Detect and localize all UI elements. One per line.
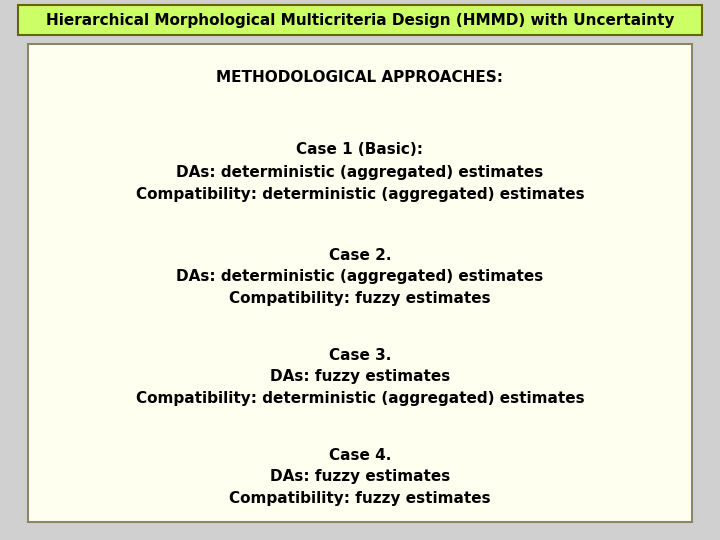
- Text: Case 3.: Case 3.: [329, 348, 391, 362]
- Text: Case 4.: Case 4.: [329, 448, 391, 462]
- Text: DAs: fuzzy estimates: DAs: fuzzy estimates: [270, 369, 450, 384]
- Text: Compatibility: deterministic (aggregated) estimates: Compatibility: deterministic (aggregated…: [135, 186, 585, 201]
- Text: Hierarchical Morphological Multicriteria Design (HMMD) with Uncertainty: Hierarchical Morphological Multicriteria…: [46, 12, 674, 28]
- Text: DAs: deterministic (aggregated) estimates: DAs: deterministic (aggregated) estimate…: [176, 165, 544, 179]
- Text: Compatibility: deterministic (aggregated) estimates: Compatibility: deterministic (aggregated…: [135, 392, 585, 407]
- Text: METHODOLOGICAL APPROACHES:: METHODOLOGICAL APPROACHES:: [217, 71, 503, 85]
- Text: DAs: deterministic (aggregated) estimates: DAs: deterministic (aggregated) estimate…: [176, 269, 544, 285]
- Text: Compatibility: fuzzy estimates: Compatibility: fuzzy estimates: [229, 491, 491, 507]
- Text: DAs: fuzzy estimates: DAs: fuzzy estimates: [270, 469, 450, 484]
- Text: Compatibility: fuzzy estimates: Compatibility: fuzzy estimates: [229, 292, 491, 307]
- FancyBboxPatch shape: [28, 44, 692, 522]
- Text: Case 1 (Basic):: Case 1 (Basic):: [297, 143, 423, 158]
- FancyBboxPatch shape: [18, 5, 702, 35]
- Text: Case 2.: Case 2.: [329, 247, 391, 262]
